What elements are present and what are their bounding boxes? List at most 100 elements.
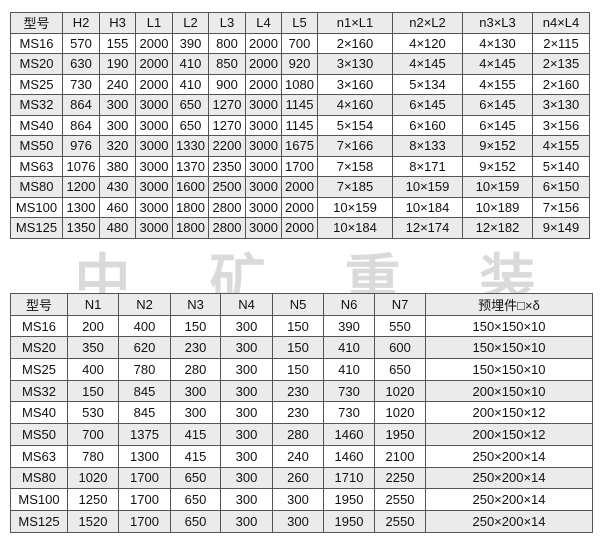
value-cell: 3000 [245,196,282,218]
column-header: N2 [118,293,171,316]
model-cell: MS50 [10,135,63,157]
model-cell: MS125 [10,217,63,239]
value-cell: 864 [62,94,100,116]
value-cell: 200 [67,314,119,338]
value-cell: 200×150×10 [425,379,593,403]
value-cell: 3000 [135,114,173,136]
header-row: 型号 N1 N2 N3 N4 N5 N6 N7 预埋件□×δ [10,293,593,316]
value-cell: 5×154 [317,114,393,136]
value-cell: 280 [272,423,324,446]
value-cell: 1950 [323,488,375,511]
model-cell: MS125 [10,509,68,533]
value-cell: 460 [99,196,136,218]
column-header: N6 [323,293,375,316]
value-cell: 976 [62,135,100,157]
value-cell: 1800 [172,217,209,239]
value-cell: 3000 [245,217,282,239]
value-cell: 3000 [245,114,282,136]
value-cell: 410 [172,53,209,75]
dimensions-table-2: 型号 N1 N2 N3 N4 N5 N6 N7 预埋件□×δ MS16 200 400 150 300 1… [10,293,593,533]
column-header: 型号 [10,12,63,34]
value-cell: 1375 [118,423,171,446]
value-cell: 650 [170,466,221,490]
value-cell: 700 [281,32,318,54]
value-cell: 3000 [245,176,282,198]
table-row: MS40 530 845 300 300 230 730 1020 200×150×12 [10,401,593,425]
value-cell: 3×156 [532,114,590,136]
column-header: 型号 [10,293,68,316]
model-cell: MS32 [10,94,63,116]
column-header: N1 [67,293,119,316]
table-row: MS32 150 845 300 300 230 730 1020 200×150×10 [10,379,593,403]
value-cell: 200×150×12 [425,401,593,425]
model-cell: MS32 [10,379,68,403]
value-cell: 8×171 [392,155,463,177]
column-header: N7 [374,293,426,316]
value-cell: 280 [170,358,221,381]
column-header: N5 [272,293,324,316]
value-cell: 300 [99,94,136,116]
value-cell: 10×159 [462,176,533,198]
value-cell: 1350 [62,217,100,239]
value-cell: 800 [208,32,246,54]
value-cell: 1675 [281,135,318,157]
value-cell: 300 [220,401,273,425]
value-cell: 5×134 [392,73,463,95]
value-cell: 730 [62,73,100,95]
table-row: MS100 1250 1700 650 300 300 1950 2550 250×200×14 [10,488,593,511]
value-cell: 150 [170,314,221,338]
header-row: 型号 H2 H3 L1 L2 L3 L4 L5 n1×L1 n2×L2 n3×L3 n4×L4 [10,12,590,34]
table-row: MS40 864 300 3000 650 1270 3000 1145 5×154 6×160 6… [10,114,590,136]
value-cell: 1700 [118,509,171,533]
value-cell: 300 [220,314,273,338]
value-cell: 7×156 [532,196,590,218]
value-cell: 9×152 [462,155,533,177]
value-cell: 2000 [245,73,282,95]
value-cell: 3000 [135,155,173,177]
table-row: MS80 1020 1700 650 300 260 1710 2250 250×200×14 [10,466,593,490]
value-cell: 1200 [62,176,100,198]
value-cell: 240 [99,73,136,95]
value-cell: 250×200×14 [425,466,593,490]
value-cell: 150 [272,358,324,381]
table-row: MS25 400 780 280 300 150 410 650 150×150×10 [10,358,593,381]
table-row: MS63 1076 380 3000 1370 2350 3000 1700 7×158 8×17… [10,155,590,177]
value-cell: 300 [220,336,273,360]
table-row: MS63 780 1300 415 300 240 1460 2100 250×200×14 [10,444,593,468]
value-cell: 3×130 [532,94,590,116]
value-cell: 12×174 [392,217,463,239]
model-cell: MS100 [10,196,63,218]
value-cell: 250×200×14 [425,488,593,511]
table-row: MS25 730 240 2000 410 900 2000 1080 3×160 5×134 4×… [10,73,590,95]
value-cell: 1145 [281,94,318,116]
table-row: MS125 1350 480 3000 1800 2800 3000 2000 10×184 12… [10,217,590,239]
value-cell: 2200 [208,135,246,157]
column-header: n3×L3 [462,12,533,34]
value-cell: 530 [67,401,119,425]
column-header: n2×L2 [392,12,463,34]
value-cell: 780 [118,358,171,381]
value-cell: 3000 [135,217,173,239]
value-cell: 1300 [118,444,171,468]
value-cell: 150 [67,379,119,403]
value-cell: 620 [118,336,171,360]
value-cell: 10×159 [317,196,393,218]
value-cell: 900 [208,73,246,95]
value-cell: 300 [220,358,273,381]
value-cell: 150×150×10 [425,314,593,338]
value-cell: 6×160 [392,114,463,136]
value-cell: 6×145 [392,94,463,116]
value-cell: 1460 [323,423,375,446]
value-cell: 864 [62,114,100,136]
model-cell: MS16 [10,32,63,54]
value-cell: 300 [220,488,273,511]
value-cell: 1020 [374,379,426,403]
value-cell: 7×185 [317,176,393,198]
value-cell: 1370 [172,155,209,177]
value-cell: 230 [170,336,221,360]
value-cell: 1270 [208,94,246,116]
column-header: N4 [220,293,273,316]
model-cell: MS50 [10,423,68,446]
column-header: L2 [172,12,209,34]
value-cell: 2500 [208,176,246,198]
